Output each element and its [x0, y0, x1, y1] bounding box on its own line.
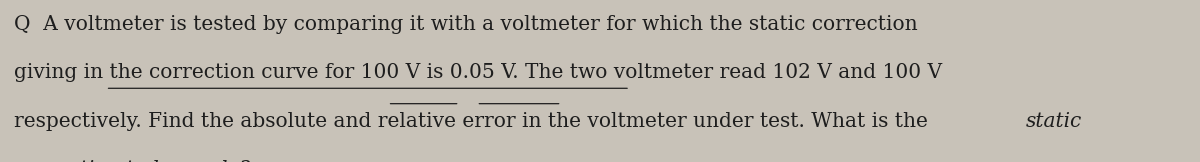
- Text: correction to be made?: correction to be made?: [14, 160, 251, 162]
- Text: giving in the correction curve for 100 V is 0.05 V. The two voltmeter read 102 V: giving in the correction curve for 100 V…: [14, 63, 942, 82]
- Text: static: static: [1026, 112, 1082, 131]
- Text: respectively. Find the absolute and relative error in the voltmeter under test. : respectively. Find the absolute and rela…: [14, 112, 935, 131]
- Text: Q  A voltmeter is tested by comparing it with a voltmeter for which the static c: Q A voltmeter is tested by comparing it …: [14, 15, 918, 34]
